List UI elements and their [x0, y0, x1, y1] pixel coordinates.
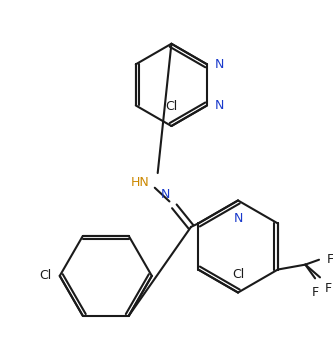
Text: N: N: [215, 99, 224, 112]
Text: F: F: [312, 286, 319, 299]
Text: N: N: [161, 188, 170, 202]
Text: Cl: Cl: [165, 100, 177, 113]
Text: F: F: [325, 282, 332, 295]
Text: N: N: [215, 58, 224, 71]
Text: N: N: [233, 212, 243, 225]
Text: Cl: Cl: [232, 268, 244, 281]
Text: HN: HN: [131, 176, 150, 189]
Text: F: F: [327, 253, 333, 266]
Text: Cl: Cl: [40, 270, 52, 282]
